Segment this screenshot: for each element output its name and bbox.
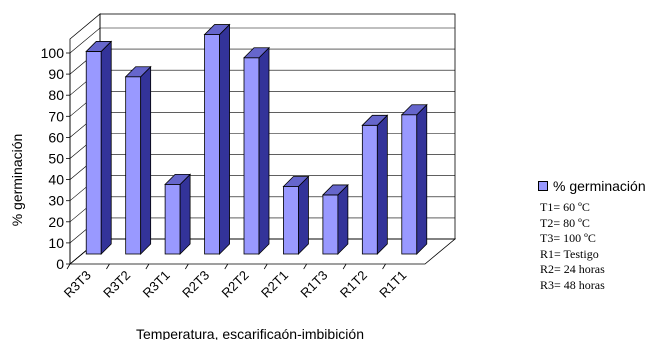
x-tick-labels: R3T3 R3T2 R3T1 R2T3 R2T2 R2T1 R1T3 R1T2 R1T1 xyxy=(61,268,410,301)
note-r1: R1= Testigo xyxy=(540,246,599,261)
y-tick-label: 90 xyxy=(48,66,64,82)
legend-swatch xyxy=(538,181,548,191)
bar xyxy=(124,65,152,255)
bar xyxy=(164,173,192,255)
x-tick-label: R2T2 xyxy=(219,268,252,301)
x-tick-label: R1T3 xyxy=(297,268,330,301)
bar xyxy=(400,103,428,255)
x-tick-label: R2T1 xyxy=(258,268,291,301)
y-tick-label: 80 xyxy=(48,87,64,103)
x-axis-label: Temperatura, escarificaón-imbibición xyxy=(136,326,364,340)
y-tick-label: 20 xyxy=(48,214,64,230)
legend-label: % germinación xyxy=(553,178,646,194)
y-axis-label: % germinación xyxy=(9,134,25,227)
x-tick-label: R3T1 xyxy=(140,268,173,301)
x-tick-label: R1T1 xyxy=(376,268,409,301)
y-tick-label: 40 xyxy=(48,172,64,188)
legend: % germinación T1= 60 ºC T2= 80 ºC T3= 10… xyxy=(538,178,646,293)
y-tick-label: 30 xyxy=(48,193,64,209)
y-tick-labels: 0 10 20 30 40 50 60 70 80 90 100 xyxy=(41,45,65,272)
note-t2: T2= 80 ºC xyxy=(540,215,590,230)
x-tick-label: R3T2 xyxy=(100,268,133,301)
x-tick-label: R2T3 xyxy=(179,268,212,301)
legend-notes: T1= 60 ºC T2= 80 ºC T3= 100 ºC R1= Testi… xyxy=(540,200,646,293)
y-tick-label: 50 xyxy=(48,151,64,167)
note-r2: R2= 24 horas xyxy=(540,262,605,276)
bar xyxy=(321,183,349,255)
y-tick-label: 10 xyxy=(48,235,64,251)
x-tick-label: R1T2 xyxy=(337,268,370,301)
bar xyxy=(85,40,113,255)
note-t1: T1= 60 ºC xyxy=(540,200,590,214)
x-tick-label: R3T3 xyxy=(61,268,94,301)
bar xyxy=(243,46,270,255)
note-r3: R3= 48 horas xyxy=(540,277,605,292)
y-tick-label: 0 xyxy=(56,256,64,272)
bars xyxy=(85,23,428,255)
note-t3: T3= 100 ºC xyxy=(540,231,596,245)
bar xyxy=(361,114,389,255)
y-tick-label: 60 xyxy=(48,129,64,145)
chart-axes xyxy=(66,52,386,270)
bar xyxy=(282,175,310,255)
y-tick-label: 70 xyxy=(48,108,64,124)
legend-entry: % germinación xyxy=(538,178,646,194)
bar xyxy=(203,23,231,255)
y-tick-label: 100 xyxy=(41,45,65,61)
